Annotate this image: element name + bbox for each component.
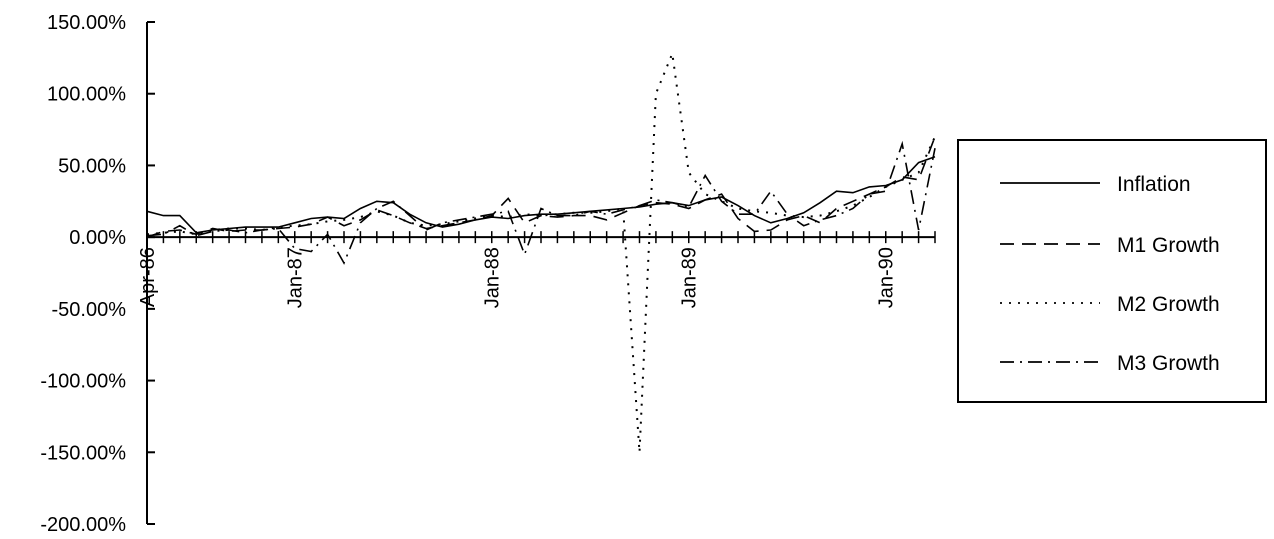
legend-label: M2 Growth <box>1117 293 1220 316</box>
series-line-m3-growth <box>146 140 936 265</box>
y-tick-label: 100.00% <box>47 84 126 106</box>
y-tick-label: 150.00% <box>47 12 126 34</box>
y-tick-label: -50.00% <box>52 299 127 321</box>
x-tick-label: Jan-87 <box>285 247 307 308</box>
legend-label: M1 Growth <box>1117 234 1220 257</box>
chart-legend: Inflation M1 Growth M2 Growth M3 Growth <box>957 139 1267 403</box>
series-line-inflation <box>146 156 936 234</box>
y-tick-label: -100.00% <box>40 371 126 393</box>
series-line-m2-growth <box>146 49 936 453</box>
y-tick-label: 0.00% <box>69 227 126 249</box>
y-tick-label: 50.00% <box>58 155 126 177</box>
chart-series <box>146 49 936 453</box>
x-tick-label: Jan-90 <box>876 247 898 308</box>
y-tick-label: -150.00% <box>40 442 126 464</box>
x-tick-label: Jan-89 <box>679 247 701 308</box>
series-line-m1-growth <box>146 136 936 238</box>
legend-label: Inflation <box>1117 173 1191 196</box>
chart-axes: 150.00% 100.00% 50.00% 0.00% -50.00% -100.00%… <box>40 12 936 536</box>
legend-label: M3 Growth <box>1117 352 1220 375</box>
x-tick-label: Apr-86 <box>137 247 159 307</box>
y-tick-label: -200.00% <box>40 514 126 536</box>
x-tick-label: Jan-88 <box>482 247 504 308</box>
